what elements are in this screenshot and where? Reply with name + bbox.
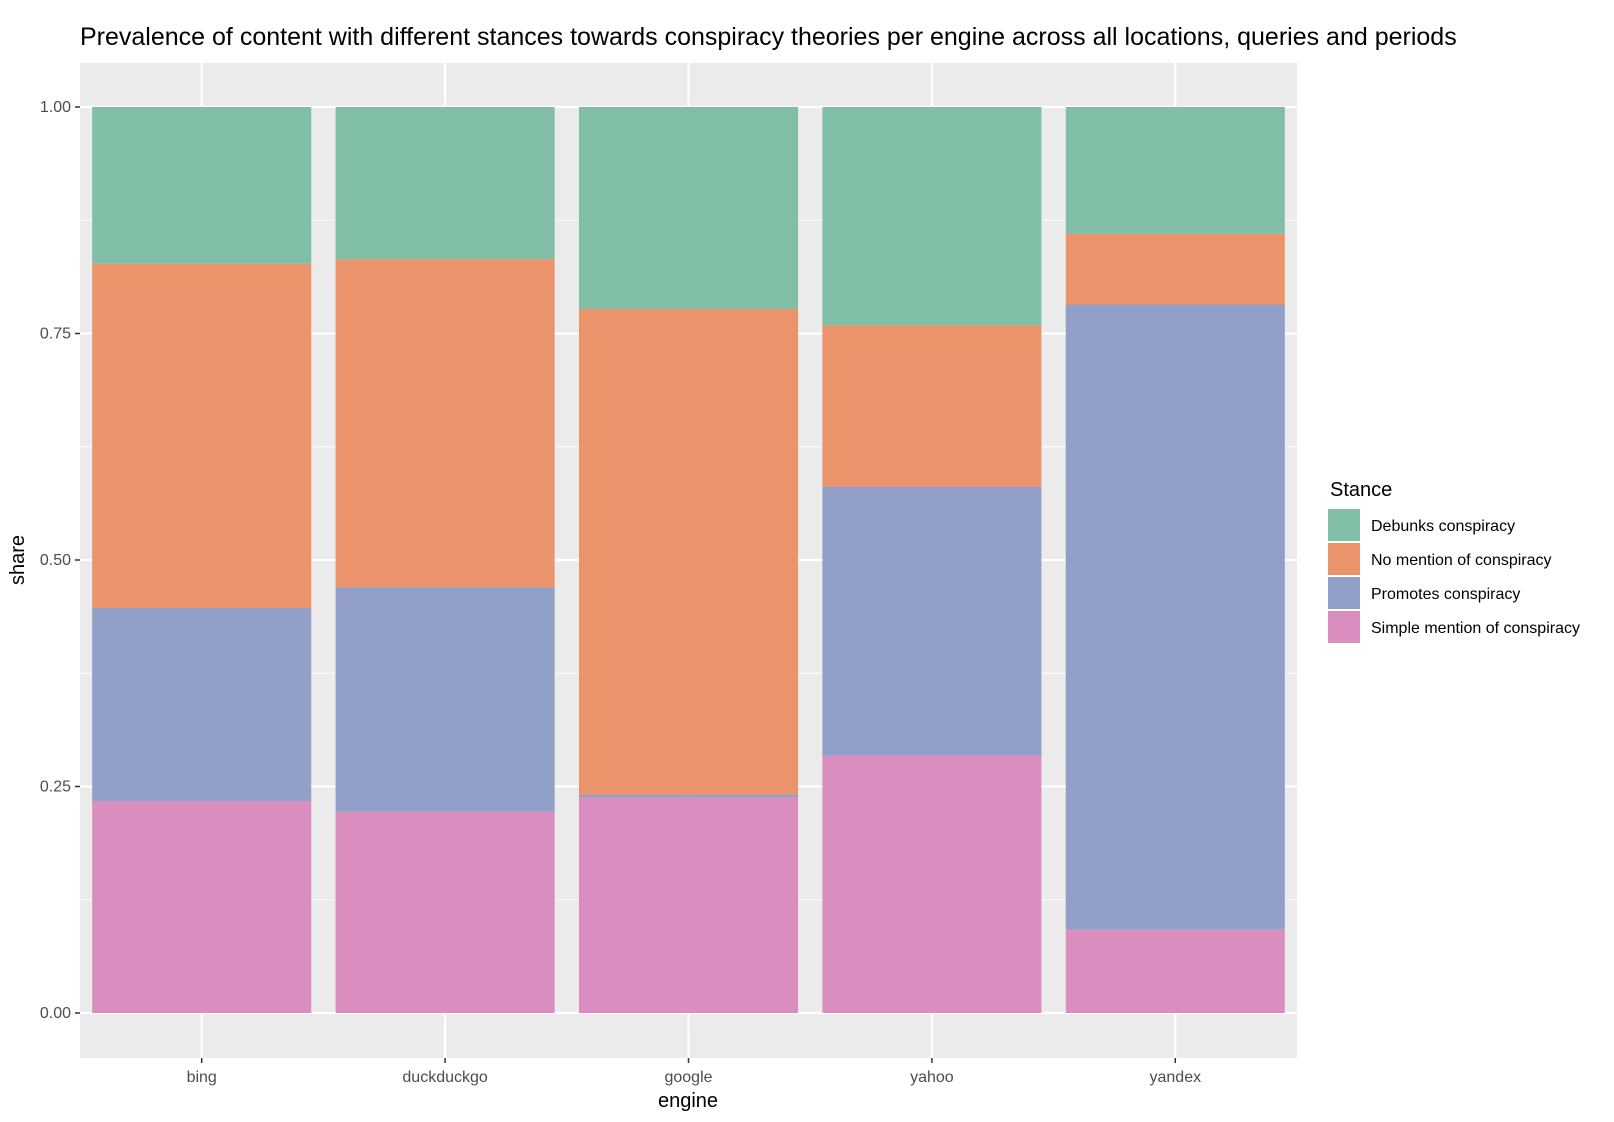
legend-label: Promotes conspiracy bbox=[1371, 586, 1520, 603]
y-tick-label: 0.50 bbox=[40, 552, 71, 569]
bar-yandex-promotes-conspiracy bbox=[1065, 304, 1285, 930]
bar-duckduckgo-promotes-conspiracy bbox=[335, 587, 555, 812]
legend-title: Stance bbox=[1330, 479, 1392, 501]
y-tick-label: 0.75 bbox=[40, 326, 71, 343]
bar-google-debunks-conspiracy bbox=[578, 107, 799, 310]
legend-key-simple-mention-of-conspiracy bbox=[1328, 611, 1360, 643]
bar-google-no-mention-of-conspiracy bbox=[578, 309, 799, 795]
x-tick-label-google: google bbox=[664, 1069, 712, 1086]
bar-bing-no-mention-of-conspiracy bbox=[92, 263, 312, 609]
bar-yandex-no-mention-of-conspiracy bbox=[1065, 233, 1285, 305]
legend-label: No mention of conspiracy bbox=[1371, 552, 1552, 569]
y-axis-title: share bbox=[7, 535, 29, 585]
y-tick-label: 1.00 bbox=[40, 99, 71, 116]
bar-bing-simple-mention-of-conspiracy bbox=[92, 800, 312, 1013]
bar-bing-debunks-conspiracy bbox=[92, 107, 312, 264]
bar-yahoo-simple-mention-of-conspiracy bbox=[822, 755, 1042, 1013]
legend-key-no-mention-of-conspiracy bbox=[1328, 543, 1360, 575]
legend-label: Simple mention of conspiracy bbox=[1371, 620, 1580, 637]
y-axis: 0.00 0.25 0.50 0.75 1.00 bbox=[40, 99, 80, 1022]
y-tick-label: 0.00 bbox=[40, 1005, 71, 1022]
bars bbox=[92, 107, 1285, 1013]
bar-yahoo-no-mention-of-conspiracy bbox=[822, 325, 1042, 487]
x-tick-label-bing: bing bbox=[187, 1069, 217, 1086]
x-tick-label-yandex: yandex bbox=[1150, 1069, 1202, 1086]
legend-key-promotes-conspiracy bbox=[1328, 577, 1360, 609]
x-axis: bing duckduckgo google yahoo yandex bbox=[187, 1058, 1202, 1086]
legend-key-debunks-conspiracy bbox=[1328, 509, 1360, 541]
bar-yahoo-debunks-conspiracy bbox=[822, 107, 1042, 326]
bar-bing-promotes-conspiracy bbox=[92, 608, 312, 801]
bar-google-promotes-conspiracy bbox=[578, 794, 799, 798]
bar-duckduckgo-debunks-conspiracy bbox=[335, 107, 555, 260]
bar-duckduckgo-simple-mention-of-conspiracy bbox=[335, 811, 555, 1013]
legend: Stance Debunks conspiracy No mention of c… bbox=[1328, 479, 1580, 643]
y-tick-label: 0.25 bbox=[40, 779, 71, 796]
chart-title: Prevalence of content with different sta… bbox=[80, 23, 1457, 51]
bar-yandex-debunks-conspiracy bbox=[1065, 107, 1285, 234]
bar-yandex-simple-mention-of-conspiracy bbox=[1065, 929, 1285, 1013]
x-tick-label-duckduckgo: duckduckgo bbox=[402, 1069, 487, 1086]
x-axis-title: engine bbox=[658, 1090, 718, 1112]
bar-yahoo-promotes-conspiracy bbox=[822, 486, 1042, 756]
bar-google-simple-mention-of-conspiracy bbox=[578, 797, 799, 1013]
x-tick-label-yahoo: yahoo bbox=[910, 1069, 954, 1086]
bar-duckduckgo-no-mention-of-conspiracy bbox=[335, 259, 555, 588]
legend-label: Debunks conspiracy bbox=[1371, 518, 1515, 535]
